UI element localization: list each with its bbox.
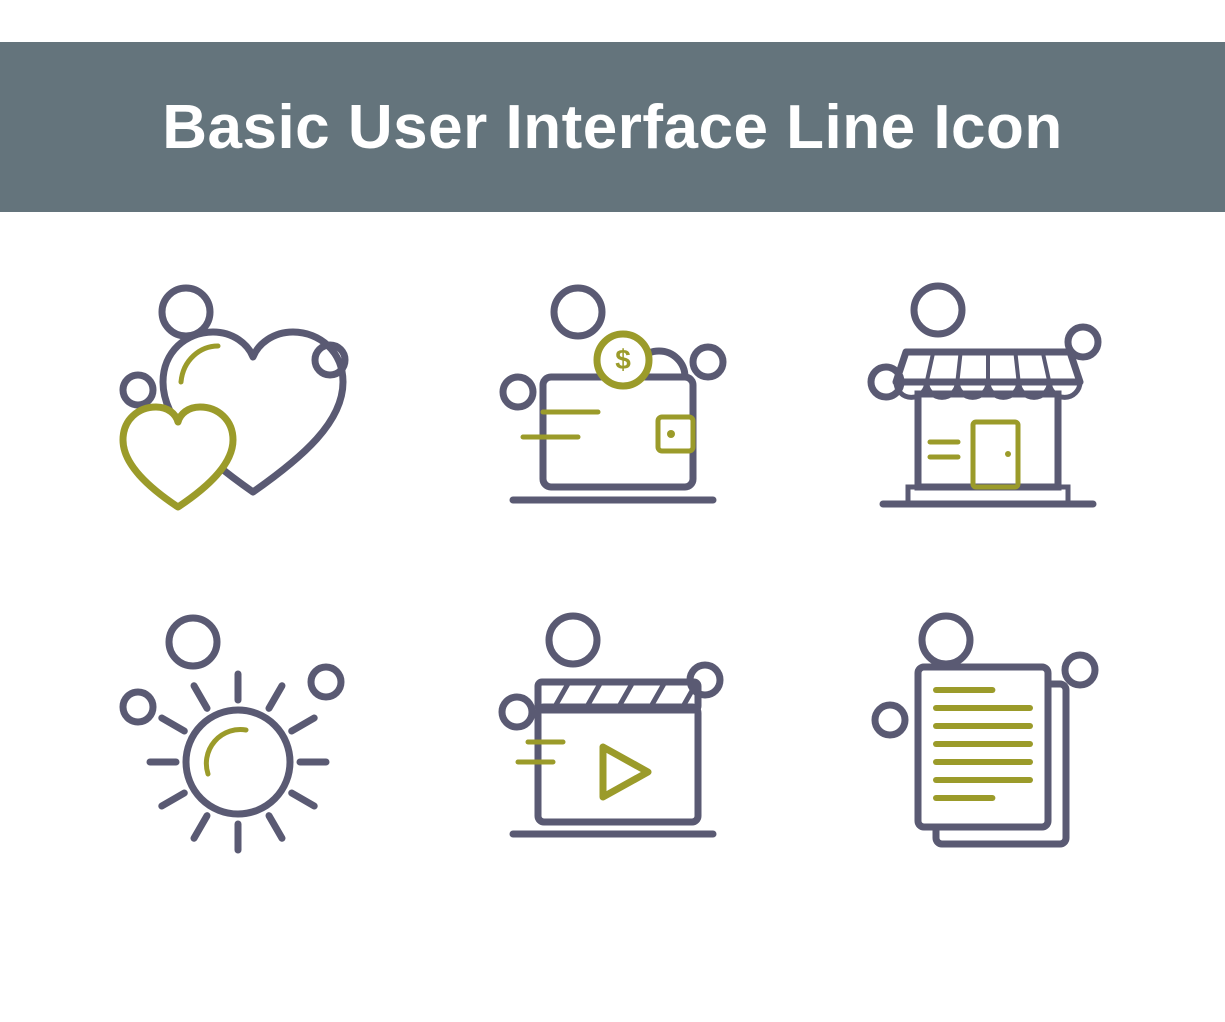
wallet-money-icon: $ <box>483 282 743 542</box>
document-file-icon <box>858 612 1118 872</box>
title-banner: Basic User Interface Line Icon <box>0 42 1225 212</box>
heart-favorite-icon <box>108 282 368 542</box>
icon-grid: $ <box>0 212 1225 892</box>
page-title: Basic User Interface Line Icon <box>162 92 1063 163</box>
store-shop-icon <box>858 282 1118 542</box>
sun-brightness-icon <box>108 612 368 872</box>
svg-text:$: $ <box>615 344 631 375</box>
video-clapper-icon <box>483 612 743 872</box>
